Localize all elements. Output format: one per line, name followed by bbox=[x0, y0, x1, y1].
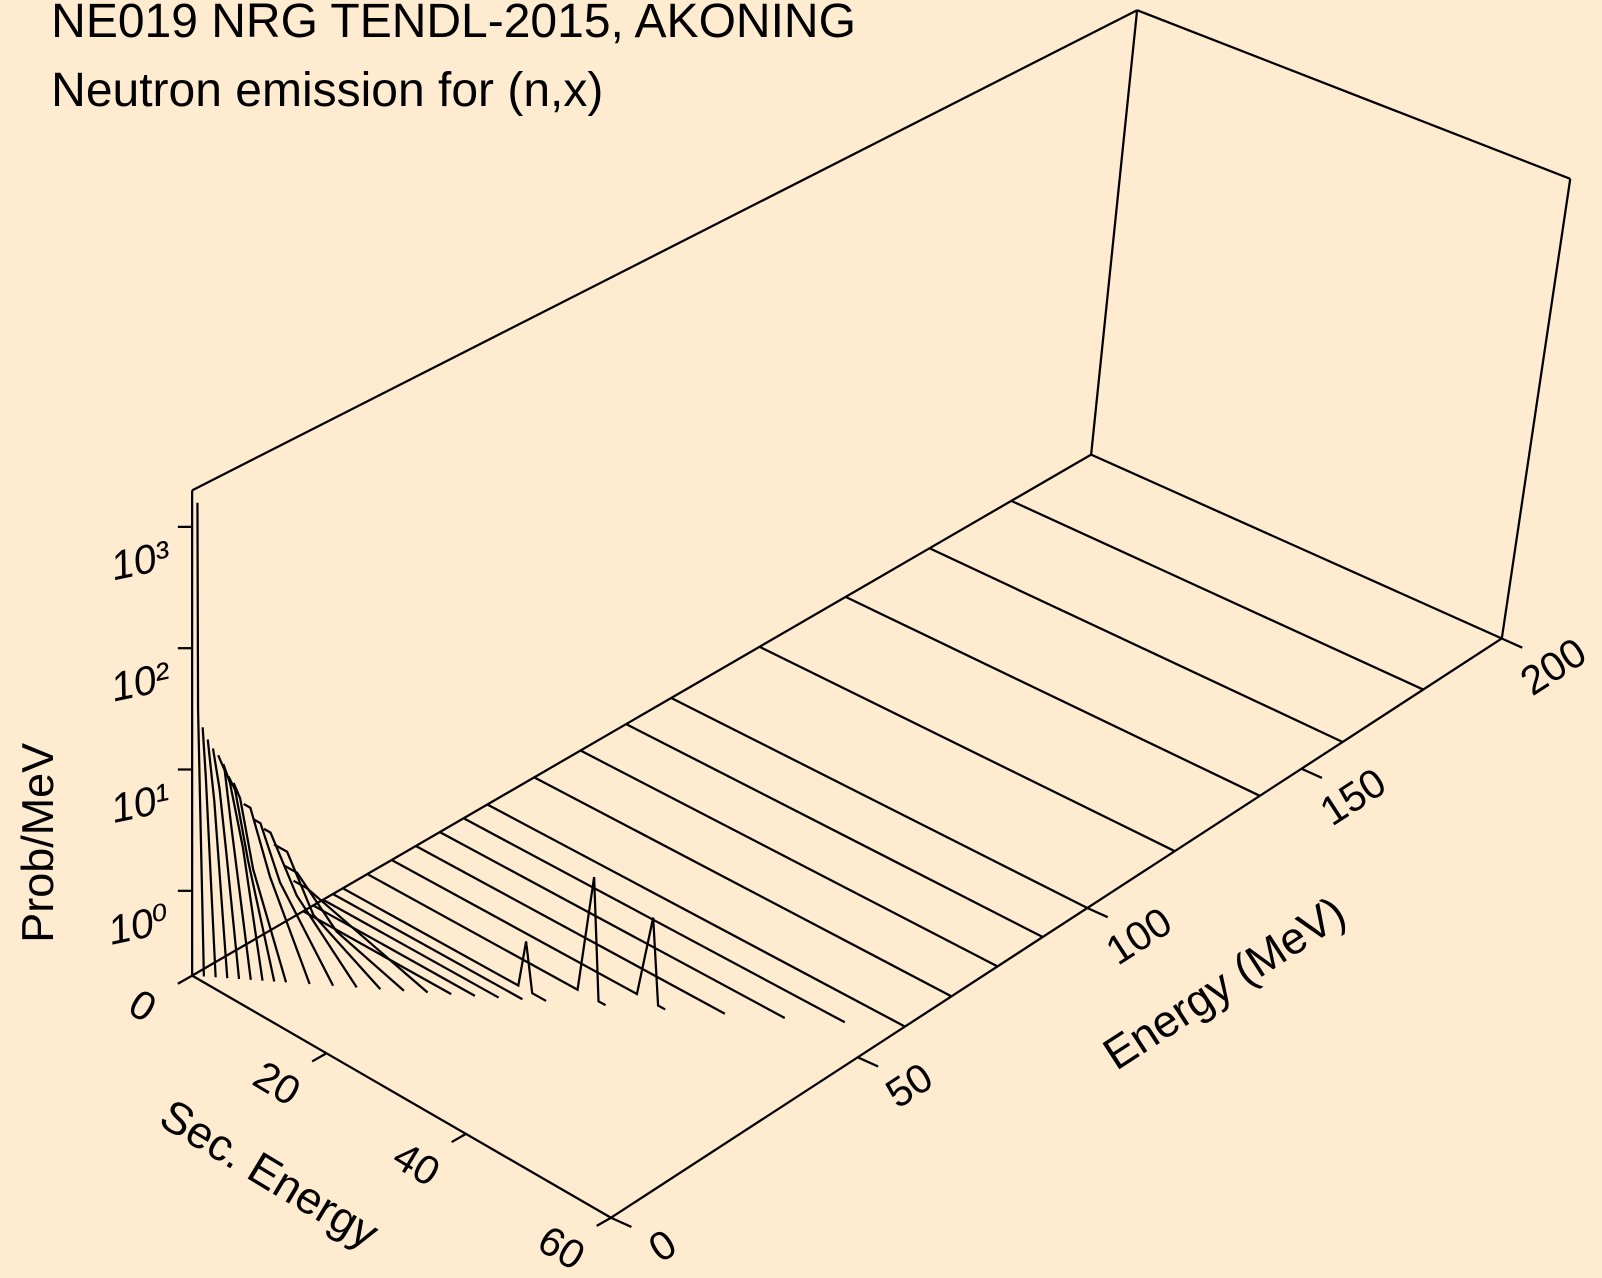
box-edge bbox=[1136, 9, 1571, 180]
spectrum-line bbox=[232, 782, 288, 983]
spectrum-line bbox=[391, 858, 666, 1011]
spectrum-line bbox=[580, 749, 998, 968]
spectrum-line bbox=[196, 502, 206, 977]
spectrum-line bbox=[302, 910, 452, 996]
spectrum-line bbox=[283, 864, 405, 992]
spectrum-line bbox=[486, 803, 906, 1028]
x-tick bbox=[596, 1216, 612, 1227]
z-axis-label: Prob/MeV bbox=[12, 743, 63, 943]
spectrum-line bbox=[211, 748, 241, 980]
spectrum-line bbox=[366, 873, 607, 1007]
y-tick bbox=[1086, 906, 1109, 919]
spectrum-line bbox=[222, 763, 264, 981]
y-tick bbox=[1301, 767, 1323, 779]
spectrum-line bbox=[463, 817, 846, 1024]
chart-subtitle: Neutron emission for (n,x) bbox=[51, 64, 603, 117]
spectrum-line bbox=[217, 754, 252, 980]
spectrum-line bbox=[312, 904, 476, 997]
box-edge bbox=[1500, 178, 1572, 639]
spectrum-line bbox=[759, 645, 1176, 853]
spectrum-line bbox=[625, 723, 1044, 938]
spectrum-line bbox=[439, 831, 786, 1019]
spectrum-line bbox=[263, 827, 358, 988]
spectrum-line bbox=[332, 893, 523, 1001]
y-tick bbox=[857, 1056, 879, 1068]
x-tick bbox=[311, 1052, 328, 1063]
spectrum-line bbox=[227, 775, 276, 982]
spectrum-line bbox=[253, 818, 335, 987]
x-tick bbox=[177, 974, 193, 985]
box-edge bbox=[1090, 10, 1139, 455]
spectrum-line bbox=[322, 898, 500, 999]
box-edge bbox=[191, 453, 1092, 977]
y-tick bbox=[1501, 637, 1523, 649]
spectrum-line bbox=[342, 887, 547, 1002]
spectrum-line bbox=[201, 727, 217, 978]
spectrum-line bbox=[670, 696, 1088, 909]
spectrum-line bbox=[206, 739, 229, 979]
box-edge bbox=[610, 637, 1503, 1219]
x-tick bbox=[451, 1132, 467, 1144]
spectrum-line bbox=[415, 844, 726, 1015]
spectrum-line bbox=[929, 547, 1344, 743]
spectrum-line bbox=[845, 595, 1261, 797]
box-edge bbox=[191, 9, 1138, 492]
box-edge bbox=[191, 974, 612, 1219]
box-edge bbox=[1090, 453, 1503, 640]
y-tick bbox=[610, 1216, 632, 1228]
chart-title: NE019 NRG TENDL-2015, AKONING bbox=[51, 0, 856, 48]
spectrum-line bbox=[243, 803, 311, 985]
spectrum-line bbox=[533, 776, 953, 998]
spectrum-line bbox=[1010, 499, 1424, 691]
